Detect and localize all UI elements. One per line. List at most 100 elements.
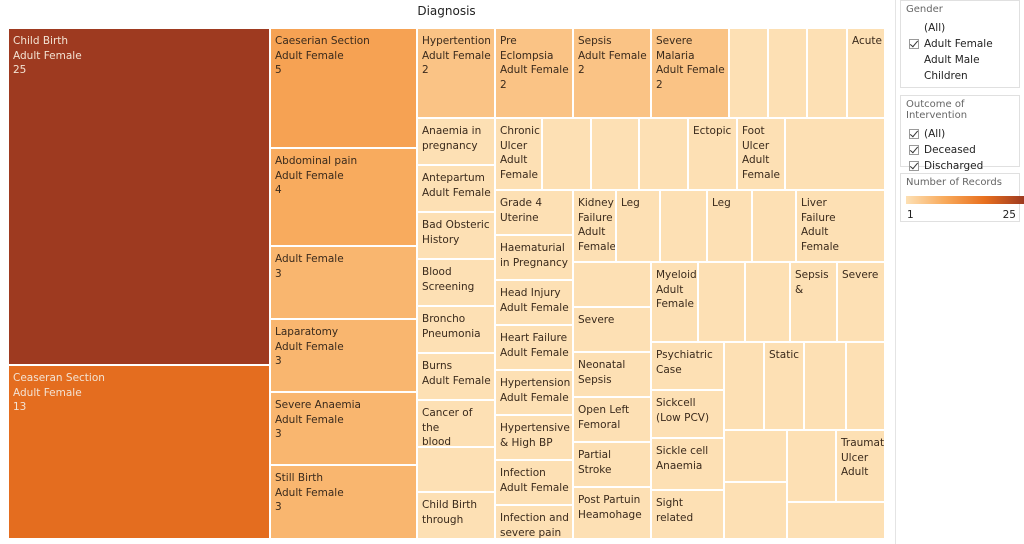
- treemap-cell[interactable]: Sickcell (Low PCV): [651, 390, 724, 438]
- treemap-cell[interactable]: [745, 262, 790, 342]
- treemap-cell[interactable]: Sight related: [651, 490, 724, 539]
- treemap-cell-label: Caeserian Section Adult Female 5: [275, 35, 370, 76]
- treemap-cell-label: Burns Adult Female: [422, 360, 491, 387]
- outcome-option[interactable]: Deceased: [901, 142, 1019, 158]
- treemap-cell[interactable]: [787, 430, 836, 502]
- treemap-cell[interactable]: [804, 342, 846, 430]
- treemap-cell[interactable]: Hypertention Adult Female 2: [417, 28, 495, 118]
- legend-gradient: [906, 196, 1024, 204]
- treemap-cell[interactable]: Severe Anaemia Adult Female 3: [270, 392, 417, 465]
- treemap-cell[interactable]: Post Partuin Heamohage: [573, 487, 651, 539]
- treemap-cell[interactable]: Heart Failure Adult Female: [495, 325, 573, 370]
- treemap-cell[interactable]: [807, 28, 847, 118]
- treemap-cell[interactable]: Cancer of the blood: [417, 400, 495, 447]
- treemap-cell[interactable]: [724, 342, 764, 430]
- treemap-cell[interactable]: Anaemia in pregnancy: [417, 118, 495, 165]
- checked-checkbox-icon[interactable]: [909, 129, 919, 139]
- unchecked-checkbox-icon[interactable]: [909, 71, 919, 81]
- treemap-cell[interactable]: [542, 118, 591, 190]
- treemap-cell[interactable]: Haematurial in Pregnancy: [495, 235, 573, 280]
- treemap-cell[interactable]: [724, 430, 787, 482]
- treemap-cell[interactable]: Myeloid Adult Female: [651, 262, 698, 342]
- treemap-cell[interactable]: Acute: [847, 28, 885, 118]
- unchecked-checkbox-icon[interactable]: [909, 23, 919, 33]
- treemap-cell-label: Infection and severe pain: [500, 512, 569, 539]
- unchecked-checkbox-icon[interactable]: [909, 55, 919, 65]
- treemap-cell-label: Broncho Pneumonia: [422, 313, 481, 340]
- treemap-cell-label: Still Birth Adult Female 3: [275, 472, 344, 513]
- treemap-cell[interactable]: Head Injury Adult Female: [495, 280, 573, 325]
- treemap-cell[interactable]: [417, 447, 495, 492]
- treemap-cell[interactable]: Sepsis Adult Female 2: [573, 28, 651, 118]
- treemap-cell-label: Kidney Failure Adult Female: [578, 197, 616, 253]
- treemap-cell[interactable]: [698, 262, 745, 342]
- treemap-cell[interactable]: Child Birth Adult Female 25: [8, 28, 270, 365]
- treemap-cell[interactable]: [573, 262, 651, 307]
- outcome-option[interactable]: Discharged: [901, 158, 1019, 174]
- treemap-cell[interactable]: [787, 502, 885, 539]
- treemap-cell[interactable]: Traumatic Ulcer Adult: [836, 430, 885, 502]
- treemap-cell[interactable]: Blood Screening: [417, 259, 495, 306]
- treemap-cell[interactable]: [846, 342, 885, 430]
- treemap-cell[interactable]: Abdominal pain Adult Female 4: [270, 148, 417, 246]
- treemap-cell[interactable]: [729, 28, 768, 118]
- treemap-cell[interactable]: Infection and severe pain: [495, 505, 573, 539]
- treemap-cell[interactable]: Ectopic: [688, 118, 737, 190]
- treemap-cell-label: Haematurial in Pregnancy: [500, 242, 568, 269]
- treemap-cell[interactable]: [785, 118, 885, 190]
- treemap-cell[interactable]: Foot Ulcer Adult Female: [737, 118, 785, 190]
- treemap-cell[interactable]: Sickle cell Anaemia: [651, 438, 724, 490]
- treemap-cell-label: Foot Ulcer Adult Female: [742, 125, 780, 181]
- treemap-cell[interactable]: Antepartum Adult Female: [417, 165, 495, 212]
- treemap-cell[interactable]: Chronic Ulcer Adult Female: [495, 118, 542, 190]
- treemap-cell[interactable]: Severe Malaria Adult Female 2: [651, 28, 729, 118]
- treemap-cell[interactable]: Laparatomy Adult Female 3: [270, 319, 417, 392]
- treemap-cell[interactable]: [639, 118, 688, 190]
- treemap-cell[interactable]: Burns Adult Female: [417, 353, 495, 400]
- checked-checkbox-icon[interactable]: [909, 39, 919, 49]
- treemap-cell[interactable]: Partial Stroke: [573, 442, 651, 487]
- treemap-cell-label: Head Injury Adult Female: [500, 287, 569, 314]
- treemap-cell[interactable]: Hypertension Adult Female: [495, 370, 573, 415]
- treemap-cell-label: Cancer of the blood: [422, 407, 473, 447]
- treemap-cell[interactable]: Bad Obsteric History: [417, 212, 495, 259]
- treemap-cell[interactable]: [724, 482, 787, 539]
- treemap-cell[interactable]: Leg: [616, 190, 660, 262]
- treemap-cell[interactable]: Sepsis &: [790, 262, 837, 342]
- treemap-cell[interactable]: Pre Eclompsia Adult Female 2: [495, 28, 573, 118]
- treemap-cell[interactable]: Liver Failure Adult Female: [796, 190, 885, 262]
- gender-option[interactable]: Adult Female: [901, 36, 1019, 52]
- treemap-cell[interactable]: Psychiatric Case: [651, 342, 724, 390]
- treemap-cell[interactable]: Still Birth Adult Female 3: [270, 465, 417, 539]
- treemap-cell[interactable]: [591, 118, 639, 190]
- outcome-option[interactable]: (All): [901, 126, 1019, 142]
- treemap-cell[interactable]: Ceaseran Section Adult Female 13: [8, 365, 270, 539]
- gender-option[interactable]: Adult Male: [901, 52, 1019, 68]
- treemap-cell[interactable]: [768, 28, 807, 118]
- treemap-cell-label: Neonatal Sepsis: [578, 359, 626, 386]
- treemap-cell[interactable]: Hypertensive & High BP: [495, 415, 573, 460]
- gender-option[interactable]: Children: [901, 68, 1019, 84]
- treemap-cell[interactable]: Grade 4 Uterine: [495, 190, 573, 235]
- treemap-cell-label: Hypertensive & High BP: [500, 422, 570, 449]
- treemap-cell[interactable]: Static: [764, 342, 804, 430]
- checked-checkbox-icon[interactable]: [909, 145, 919, 155]
- treemap-cell-label: Chronic Ulcer Adult Female: [500, 125, 540, 181]
- gender-option[interactable]: (All): [901, 20, 1019, 36]
- treemap-cell[interactable]: Kidney Failure Adult Female: [573, 190, 616, 262]
- treemap-cell[interactable]: Caeserian Section Adult Female 5: [270, 28, 417, 148]
- treemap-cell[interactable]: [752, 190, 796, 262]
- treemap-cell[interactable]: Severe: [837, 262, 885, 342]
- checked-checkbox-icon[interactable]: [909, 161, 919, 171]
- treemap-cell[interactable]: Open Left Femoral: [573, 397, 651, 442]
- treemap-cell-label: Sepsis &: [795, 269, 829, 296]
- treemap-cell[interactable]: Adult Female 3: [270, 246, 417, 319]
- treemap-cell[interactable]: [660, 190, 707, 262]
- treemap-cell[interactable]: Severe: [573, 307, 651, 352]
- outcome-option-label: (All): [924, 128, 946, 140]
- treemap-cell[interactable]: Child Birth through: [417, 492, 495, 539]
- treemap-cell[interactable]: Broncho Pneumonia: [417, 306, 495, 353]
- treemap-cell[interactable]: Infection Adult Female: [495, 460, 573, 505]
- treemap-cell[interactable]: Leg: [707, 190, 752, 262]
- treemap-cell[interactable]: Neonatal Sepsis: [573, 352, 651, 397]
